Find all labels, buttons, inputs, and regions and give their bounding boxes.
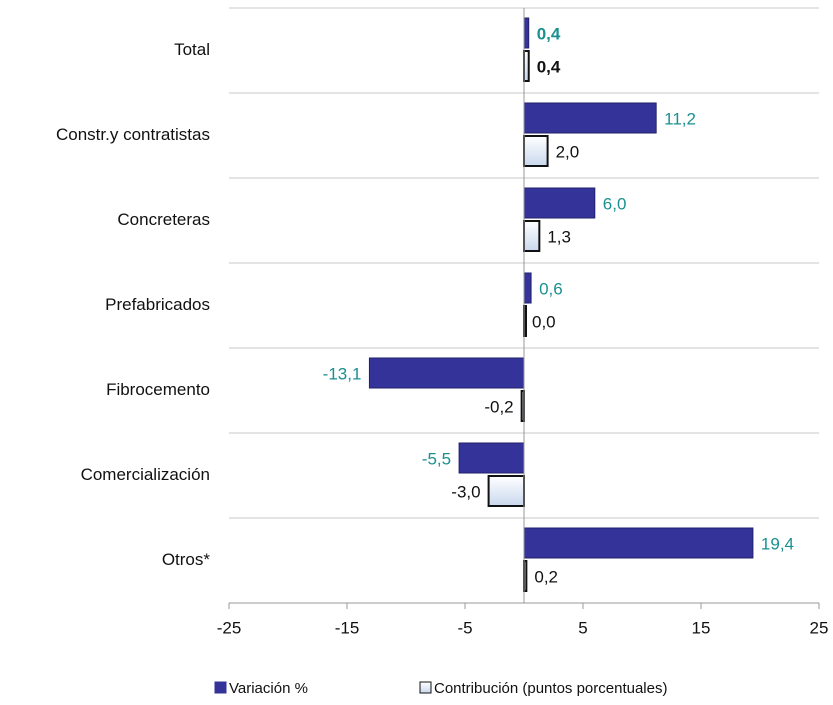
bar: [487, 475, 526, 507]
category-label: Concreteras: [117, 210, 210, 229]
value-label: -0,2: [484, 397, 513, 416]
legend-label: Contribución (puntos porcentuales): [434, 680, 667, 697]
category-label: Fibrocemento: [106, 380, 210, 399]
x-tick-label: 15: [692, 618, 711, 637]
value-label: 0,2: [534, 567, 558, 586]
value-label: 2,0: [556, 142, 580, 161]
bar: [523, 102, 657, 134]
value-label: 0,4: [537, 57, 561, 76]
value-label: 11,2: [664, 109, 696, 128]
bar: [523, 135, 549, 167]
x-tick-label: -25: [217, 618, 242, 637]
category-label: Comercialización: [81, 465, 210, 484]
value-label: 6,0: [603, 194, 627, 213]
value-label: 19,4: [761, 534, 794, 553]
x-tick-label: -15: [335, 618, 360, 637]
value-label: -3,0: [451, 482, 480, 501]
bar: [458, 442, 525, 474]
bar: [523, 272, 532, 304]
value-label: -13,1: [323, 364, 362, 383]
value-label: 0,4: [537, 24, 561, 43]
bar: [523, 50, 530, 82]
category-label: Otros*: [162, 550, 211, 569]
x-tick-label: 25: [810, 618, 829, 637]
category-label: Total: [174, 40, 210, 59]
value-label: -5,5: [422, 449, 451, 468]
legend-label: Variación %: [229, 680, 308, 697]
x-tick-label: -5: [457, 618, 472, 637]
category-label: Prefabricados: [105, 295, 210, 314]
legend-swatch: [214, 681, 227, 694]
bar: [523, 17, 530, 49]
bar: [523, 220, 541, 252]
category-label: Constr.y contratistas: [56, 125, 210, 144]
bar: [368, 357, 525, 389]
bar: [523, 187, 596, 219]
value-label: 0,0: [532, 312, 556, 331]
legend-swatch: [419, 681, 432, 694]
x-tick-label: 5: [578, 618, 587, 637]
bar: [523, 527, 754, 559]
value-label: 1,3: [547, 227, 571, 246]
value-label: 0,6: [539, 279, 563, 298]
